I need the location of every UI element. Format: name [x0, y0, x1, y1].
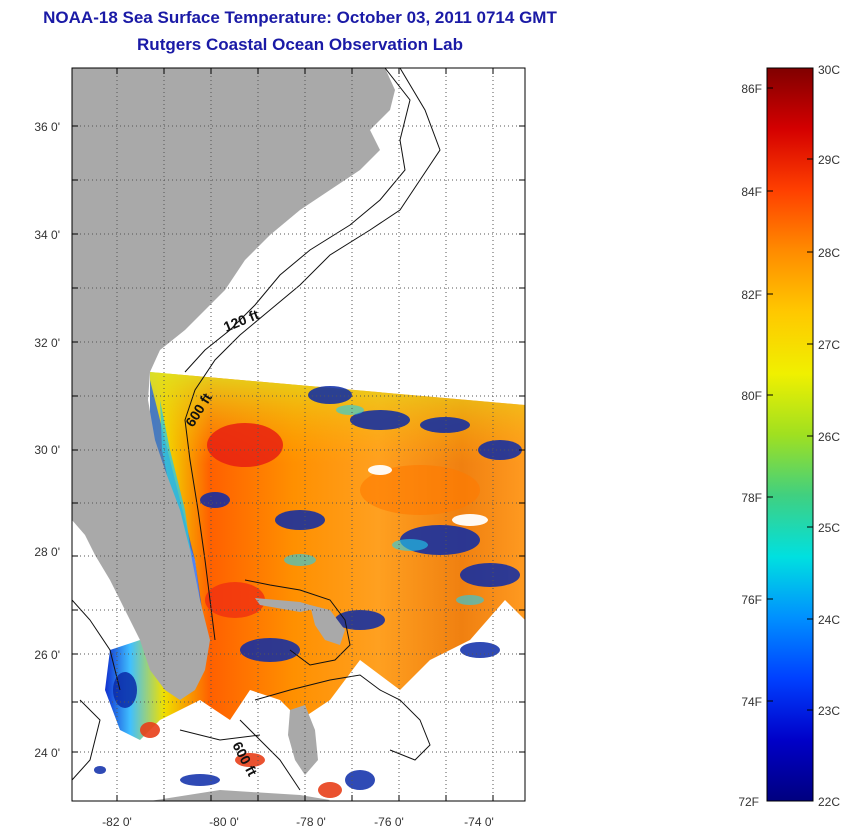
- colorbar-gradient: [766, 67, 814, 802]
- sst-map: 120 ft 600 ft 600 ft -82 0' -80 0' -78 0…: [34, 67, 526, 829]
- land-cuba: [150, 790, 330, 801]
- page-title: NOAA-18 Sea Surface Temperature: October…: [43, 8, 557, 27]
- land-mainland: [72, 68, 395, 700]
- x-tick-label: -74 0': [464, 815, 494, 829]
- land-abaco: [310, 605, 345, 645]
- celsius-label: 22C: [818, 795, 840, 809]
- colorbar-fahrenheit-labels: 86F 84F 82F 80F 78F 76F 74F 72F: [738, 82, 762, 809]
- y-axis-labels: 36 0' 34 0' 32 0' 30 0' 28 0' 26 0' 24 0…: [34, 120, 60, 760]
- fahrenheit-label: 80F: [741, 389, 762, 403]
- y-tick-label: 34 0': [34, 228, 60, 242]
- x-tick-label: -82 0': [102, 815, 132, 829]
- sst-swath: [94, 372, 525, 798]
- depth-contours: [72, 68, 441, 791]
- land-grand-bahama: [255, 598, 320, 612]
- x-tick-label: -78 0': [296, 815, 326, 829]
- y-tick-label: 36 0': [34, 120, 60, 134]
- y-tick-label: 30 0': [34, 443, 60, 457]
- celsius-label: 26C: [818, 430, 840, 444]
- y-tick-label: 26 0': [34, 648, 60, 662]
- x-tick-label: -76 0': [374, 815, 404, 829]
- fahrenheit-label: 76F: [741, 593, 762, 607]
- fahrenheit-label: 78F: [741, 491, 762, 505]
- fahrenheit-label: 74F: [741, 695, 762, 709]
- fahrenheit-label: 82F: [741, 288, 762, 302]
- celsius-label: 25C: [818, 521, 840, 535]
- x-tick-label: -80 0': [209, 815, 239, 829]
- celsius-label: 24C: [818, 613, 840, 627]
- colorbar-celsius-labels: 30C 29C 28C 27C 26C 25C 24C 23C 22C: [818, 63, 840, 809]
- x-axis-labels: -82 0' -80 0' -78 0' -76 0' -74 0': [102, 815, 494, 829]
- fahrenheit-label: 84F: [741, 185, 762, 199]
- y-tick-label: 32 0': [34, 336, 60, 350]
- map-border: [71, 67, 526, 802]
- land-andros: [288, 705, 318, 775]
- axis-ticks: [72, 68, 525, 801]
- celsius-label: 28C: [818, 246, 840, 260]
- y-tick-label: 28 0': [34, 545, 60, 559]
- page-subtitle: Rutgers Coastal Ocean Observation Lab: [137, 35, 463, 54]
- celsius-label: 23C: [818, 704, 840, 718]
- fahrenheit-label: 72F: [738, 795, 759, 809]
- celsius-label: 29C: [818, 153, 840, 167]
- y-tick-label: 24 0': [34, 746, 60, 760]
- celsius-label: 30C: [818, 63, 840, 77]
- celsius-label: 27C: [818, 338, 840, 352]
- fahrenheit-label: 86F: [741, 82, 762, 96]
